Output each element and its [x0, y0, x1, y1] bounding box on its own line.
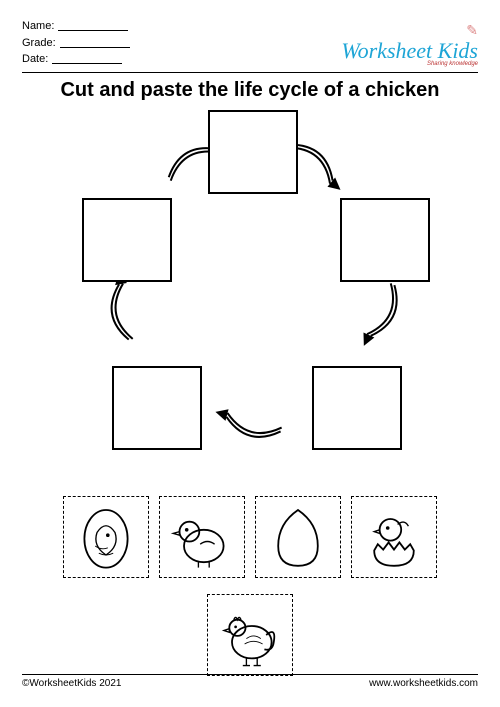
drop-box-5[interactable]	[82, 198, 172, 282]
cycle-diagram	[30, 108, 470, 488]
embryo-egg-icon	[68, 501, 144, 573]
date-blank[interactable]	[52, 51, 122, 64]
grade-line: Grade:	[22, 35, 130, 52]
grade-blank[interactable]	[60, 35, 130, 48]
grade-label: Grade:	[22, 35, 56, 52]
cutout-embryo-egg[interactable]	[63, 496, 149, 578]
drop-box-3[interactable]	[312, 366, 402, 450]
footer: ©WorksheetKids 2021 www.worksheetkids.co…	[22, 674, 478, 689]
cutout-hen[interactable]	[207, 594, 293, 676]
drop-box-1[interactable]	[208, 110, 298, 194]
name-line: Name:	[22, 18, 130, 35]
copyright: ©WorksheetKids 2021	[22, 678, 121, 689]
egg-icon	[260, 501, 336, 573]
hen-icon	[212, 599, 288, 671]
cutout-egg[interactable]	[255, 496, 341, 578]
date-label: Date:	[22, 51, 48, 68]
chick-icon	[164, 501, 240, 573]
cutouts-row	[22, 496, 478, 676]
website-url: www.worksheetkids.com	[369, 678, 478, 689]
logo: ✎ Worksheet Kids Sharing knowledge	[341, 18, 478, 67]
cycle-arrow-3	[212, 406, 283, 443]
student-info: Name: Grade: Date:	[22, 18, 130, 68]
logo-title: Worksheet Kids	[341, 40, 478, 62]
name-blank[interactable]	[58, 18, 128, 31]
hatching-icon	[356, 501, 432, 573]
date-line: Date:	[22, 51, 130, 68]
page-title: Cut and paste the life cycle of a chicke…	[22, 79, 478, 102]
cutout-hatching[interactable]	[351, 496, 437, 578]
header: Name: Grade: Date: ✎ Worksheet Kids Shar…	[22, 18, 478, 68]
drop-box-4[interactable]	[112, 366, 202, 450]
header-divider	[22, 72, 478, 73]
name-label: Name:	[22, 18, 54, 35]
cutout-chick[interactable]	[159, 496, 245, 578]
pencil-icon: ✎	[466, 22, 478, 38]
cycle-arrow-2	[358, 281, 405, 351]
drop-box-2[interactable]	[340, 198, 430, 282]
